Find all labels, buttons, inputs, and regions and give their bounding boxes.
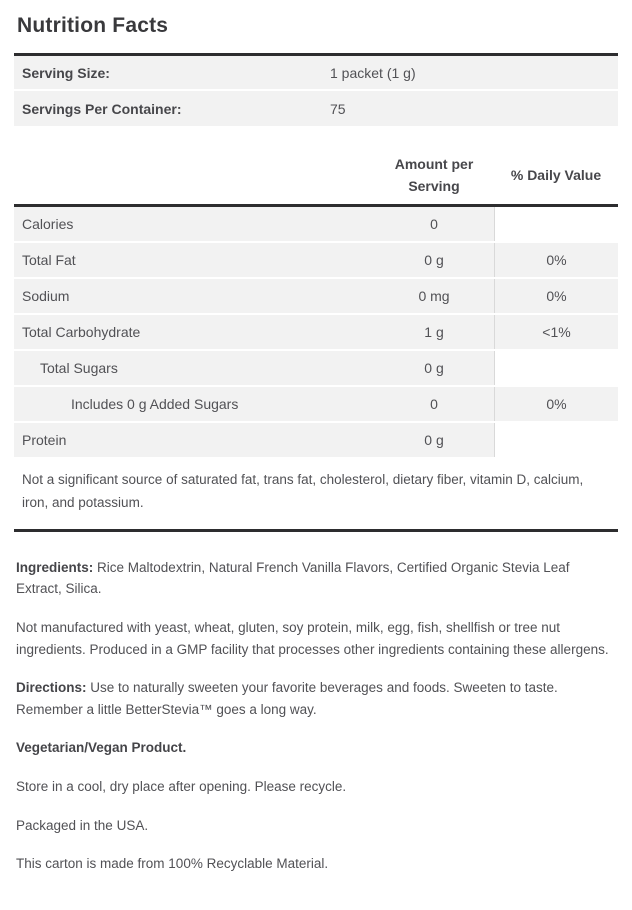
servings-per-container-row: Servings Per Container: 75 bbox=[14, 91, 618, 126]
ingredients-paragraph: Ingredients: Rice Maltodextrin, Natural … bbox=[16, 557, 616, 600]
table-body: Calories 0 Total Fat 0 g 0% Sodium 0 mg … bbox=[14, 204, 618, 459]
allergen-paragraph: Not manufactured with yeast, wheat, glut… bbox=[16, 620, 609, 657]
row-label: Total Sugars bbox=[14, 351, 374, 385]
carton-statement: This carton is made from 100% Recyclable… bbox=[16, 856, 329, 872]
servings-per-container-value: 75 bbox=[330, 100, 346, 117]
nutrition-facts-table: Amount per Serving % Daily Value Calorie… bbox=[14, 153, 618, 532]
row-amount: 1 g bbox=[374, 315, 494, 349]
row-amount: 0 g bbox=[374, 423, 494, 457]
row-daily-value bbox=[494, 351, 618, 385]
storage-statement: Store in a cool, dry place after opening… bbox=[16, 779, 347, 795]
row-daily-value: 0% bbox=[494, 387, 618, 421]
serving-size-row: Serving Size: 1 packet (1 g) bbox=[14, 56, 618, 91]
row-label: Total Carbohydrate bbox=[14, 315, 374, 349]
ingredients-label: Ingredients: bbox=[16, 559, 94, 575]
row-daily-value bbox=[494, 207, 618, 241]
serving-info-table: Serving Size: 1 packet (1 g) Servings Pe… bbox=[14, 53, 618, 126]
row-daily-value: 0% bbox=[494, 243, 618, 277]
table-row-total-sugars: Total Sugars 0 g bbox=[14, 351, 618, 387]
daily-value-header: % Daily Value bbox=[510, 167, 602, 183]
row-amount: 0 mg bbox=[374, 279, 494, 313]
page-title: Nutrition Facts bbox=[17, 14, 169, 37]
row-daily-value: 0% bbox=[494, 279, 618, 313]
table-row-total-carbohydrate: Total Carbohydrate 1 g <1% bbox=[14, 315, 618, 351]
row-label: Calories bbox=[14, 207, 374, 241]
row-amount: 0 g bbox=[374, 351, 494, 385]
row-label: Protein bbox=[14, 423, 374, 457]
table-row-total-fat: Total Fat 0 g 0% bbox=[14, 243, 618, 279]
row-amount: 0 bbox=[374, 387, 494, 421]
ingredients-text: Rice Maltodextrin, Natural French Vanill… bbox=[16, 559, 570, 597]
directions-label: Directions: bbox=[16, 680, 87, 696]
serving-size-label: Serving Size: bbox=[22, 64, 110, 81]
vegetarian-statement: Vegetarian/Vegan Product. bbox=[16, 740, 187, 756]
amount-per-serving-header: Amount per Serving bbox=[394, 156, 474, 194]
row-label: Includes 0 g Added Sugars bbox=[14, 387, 374, 421]
directions-paragraph: Directions: Use to naturally sweeten you… bbox=[16, 677, 616, 720]
directions-text: Use to naturally sweeten your favorite b… bbox=[16, 680, 558, 717]
row-label: Sodium bbox=[14, 279, 374, 313]
row-amount: 0 bbox=[374, 207, 494, 241]
product-details: Ingredients: Rice Maltodextrin, Natural … bbox=[14, 532, 618, 875]
table-footnote: Not a significant source of saturated fa… bbox=[14, 459, 618, 532]
table-row-sodium: Sodium 0 mg 0% bbox=[14, 279, 618, 315]
serving-size-value: 1 packet (1 g) bbox=[330, 64, 416, 81]
table-header-row: Amount per Serving % Daily Value bbox=[14, 153, 618, 204]
table-row-calories: Calories 0 bbox=[14, 207, 618, 243]
table-row-protein: Protein 0 g bbox=[14, 423, 618, 459]
row-daily-value bbox=[494, 423, 618, 457]
row-label: Total Fat bbox=[14, 243, 374, 277]
packaged-statement: Packaged in the USA. bbox=[16, 817, 149, 833]
row-daily-value: <1% bbox=[494, 315, 618, 349]
table-row-added-sugars: Includes 0 g Added Sugars 0 0% bbox=[14, 387, 618, 423]
row-amount: 0 g bbox=[374, 243, 494, 277]
servings-per-container-label: Servings Per Container: bbox=[22, 100, 182, 117]
